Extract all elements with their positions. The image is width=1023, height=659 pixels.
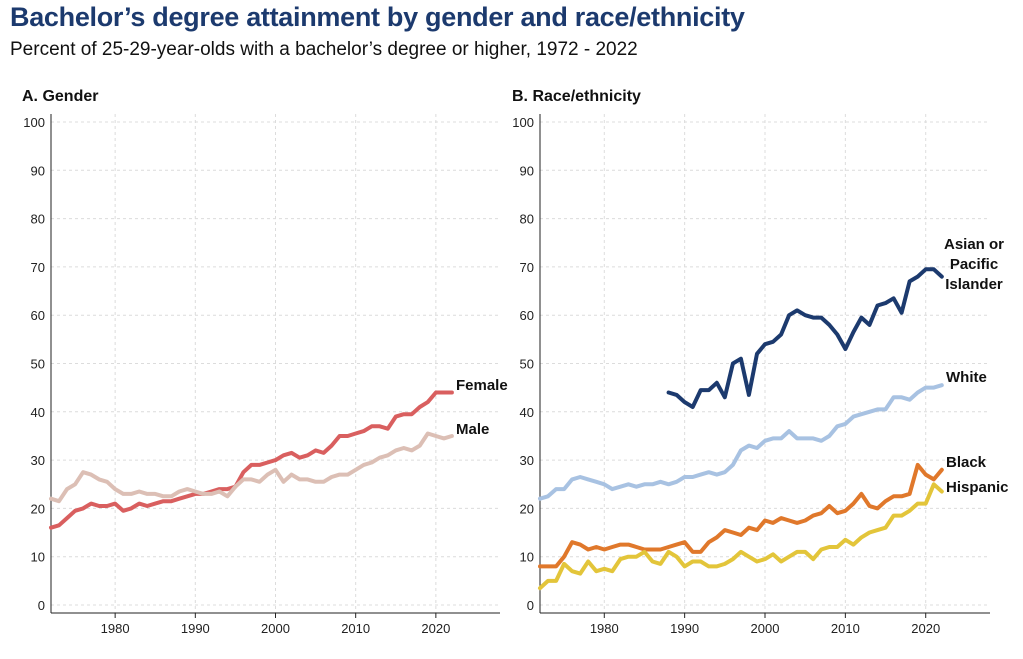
y-tick-label: 20 — [31, 501, 45, 516]
y-tick-label: 40 — [520, 405, 534, 420]
x-tick-label: 1990 — [670, 621, 699, 636]
y-tick-label: 80 — [520, 212, 534, 227]
y-tick-label: 60 — [520, 308, 534, 323]
chart-title: Bachelor’s degree attainment by gender a… — [10, 2, 745, 32]
y-tick-label: 90 — [520, 163, 534, 178]
panel-title: B. Race/ethnicity — [512, 88, 641, 105]
x-tick-label: 1980 — [590, 621, 619, 636]
x-tick-label: 2010 — [831, 621, 860, 636]
y-tick-label: 60 — [31, 308, 45, 323]
x-tick-label: 2010 — [341, 621, 370, 636]
series-label-male: Male — [456, 421, 489, 438]
series-label-asian-or-pacific-islander: Islander — [945, 276, 1003, 293]
series-label-black: Black — [946, 454, 987, 471]
chart-panel-gender: A. Gender 0 10 20 30 40 50 60 70 80 90 100 1980 1990 2… — [22, 88, 508, 636]
x-tick-label: 2000 — [261, 621, 290, 636]
x-tick-label: 1980 — [101, 621, 130, 636]
y-tick-label: 20 — [520, 501, 534, 516]
series-line-female — [49, 390, 454, 530]
y-tick-label: 10 — [520, 550, 534, 565]
x-tick-label: 2020 — [911, 621, 940, 636]
x-tick-label: 1990 — [181, 621, 210, 636]
panel-title: A. Gender — [22, 88, 98, 105]
y-tick-label: 30 — [520, 453, 534, 468]
y-tick-label: 70 — [31, 260, 45, 275]
chart-panel-race-ethnicity: B. Race/ethnicity 0 10 20 30 40 50 60 70 80 90 100 1… — [512, 88, 1009, 636]
series-label-white: White — [946, 369, 987, 386]
series-label-asian-or-pacific-islander: Asian or — [944, 236, 1004, 253]
y-tick-label: 80 — [31, 212, 45, 227]
y-tick-label: 90 — [31, 163, 45, 178]
y-tick-label: 0 — [38, 598, 45, 613]
series-line-male — [49, 431, 454, 504]
y-tick-label: 30 — [31, 453, 45, 468]
x-tick-label: 2020 — [421, 621, 450, 636]
series-label-hispanic: Hispanic — [946, 479, 1009, 496]
y-tick-label: 50 — [520, 357, 534, 372]
series-label-female: Female — [456, 377, 508, 394]
x-tick-label: 2000 — [751, 621, 780, 636]
y-tick-label: 100 — [512, 115, 534, 130]
chart-subtitle: Percent of 25-29-year-olds with a bachel… — [10, 39, 638, 60]
series-line-asian-or-pacific-islander — [666, 267, 944, 409]
series-line-hispanic — [538, 482, 944, 591]
y-tick-label: 100 — [23, 115, 45, 130]
y-tick-label: 10 — [31, 550, 45, 565]
y-tick-label: 70 — [520, 260, 534, 275]
series-line-white — [538, 383, 944, 501]
series-line-black — [538, 462, 944, 569]
y-tick-label: 40 — [31, 405, 45, 420]
y-tick-label: 0 — [527, 598, 534, 613]
series-label-asian-or-pacific-islander: Pacific — [950, 256, 998, 273]
y-tick-label: 50 — [31, 357, 45, 372]
